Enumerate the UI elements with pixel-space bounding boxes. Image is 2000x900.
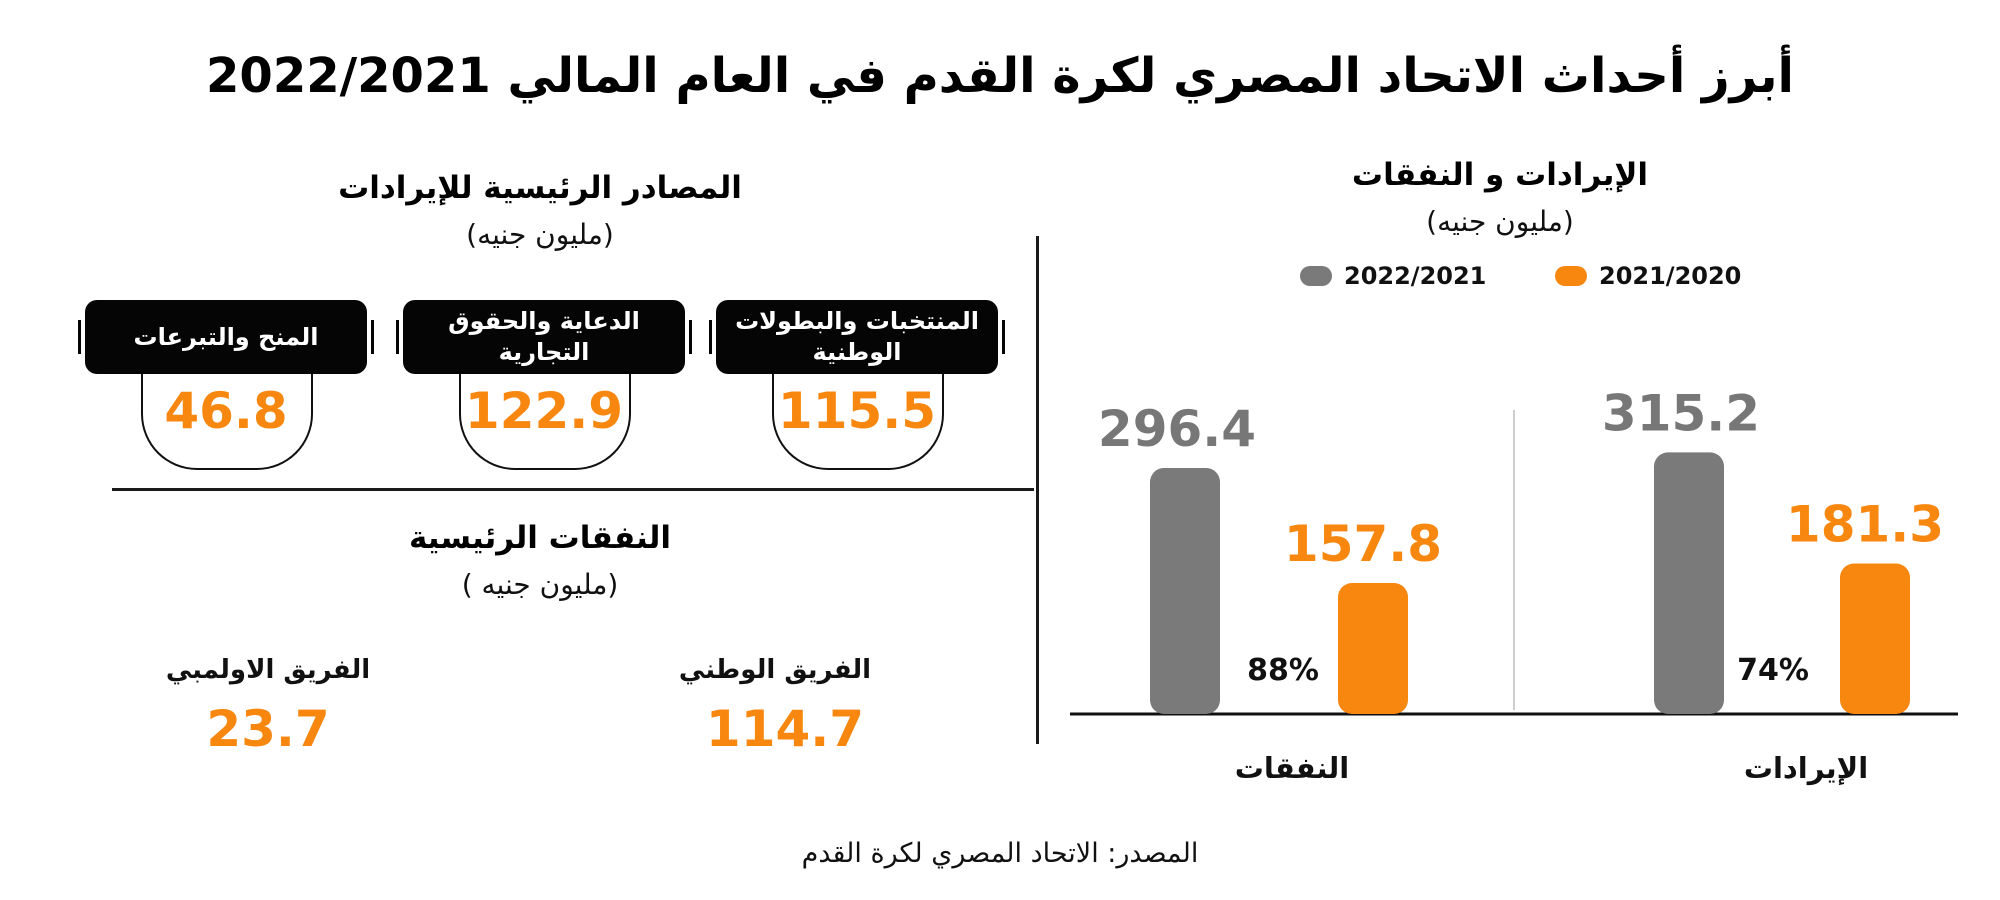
main-expenses-title: النفقات الرئيسية [409,520,671,556]
section-divider-horizontal [112,488,1034,491]
trophy-cup-icon [459,356,631,470]
expense-label-olympic-team: الفريق الاولمبي [165,655,371,685]
revenue-card-value: 122.9 [464,382,624,440]
percent-annotation: 74% [1737,653,1809,688]
revenue-card-label: المنح والتبرعات [78,300,374,374]
bar-value-label: 296.4 [1098,400,1256,458]
trophy-cup-icon [141,356,313,470]
revenue-card-label: المنتخبات والبطولات الوطنية [709,300,1005,374]
bar-value-label: 181.3 [1786,496,1944,554]
bar-gray-0 [1654,452,1724,714]
category-label: الإيرادات [1744,751,1868,785]
revenue-card-national-teams: المنتخبات والبطولات الوطنية 115.5 [709,300,1005,500]
revenue-card-value: 46.8 [164,382,288,440]
bar-value-label: 157.8 [1284,515,1442,573]
expense-value-olympic-team: 23.7 [206,700,330,758]
source-note: المصدر: الاتحاد المصري لكرة القدم [801,838,1199,869]
section-divider-vertical [1036,236,1039,744]
main-expenses-unit: (مليون جنيه ) [461,568,619,601]
revenue-card-value: 115.5 [777,382,937,440]
legend-item-2021-2020: 2021/2020 [1555,262,1741,290]
revenue-card-label: الدعاية والحقوق التجارية [396,300,692,374]
category-label: النفقات [1235,751,1349,785]
trophy-cup-icon [772,356,944,470]
bar-orange-0 [1840,563,1910,714]
legend-swatch-gray [1300,266,1332,286]
bar-value-label: 315.2 [1602,384,1760,442]
percent-annotation: 88% [1247,653,1319,688]
revenue-expenses-chart: 315.2 181.3 74% الإيرادات 296.4 157.8 88% النفق… [1070,384,1958,785]
legend-label: 2021/2020 [1599,262,1742,290]
page-title: أبرز أحداث الاتحاد المصري لكرة القدم في … [206,48,1794,104]
revenue-card-advertising: الدعاية والحقوق التجارية 122.9 [396,300,692,500]
bar-gray-1 [1150,467,1220,714]
chart-subtitle: (مليون جنيه) [1426,205,1574,238]
bar-orange-1 [1338,583,1408,714]
revenue-sources-title: المصادر الرئيسية للإيرادات [338,170,742,206]
legend-label: 2022/2021 [1344,262,1487,290]
revenue-card-grants: المنح والتبرعات 46.8 [78,300,374,500]
chart-title: الإيرادات و النفقات [1351,157,1649,193]
legend-item-2022-2021: 2022/2021 [1300,262,1486,290]
expense-label-national-team: الفريق الوطني [678,655,872,685]
revenue-sources-unit: (مليون جنيه) [466,218,614,251]
expense-value-national-team: 114.7 [705,700,865,758]
legend-swatch-orange [1555,266,1587,286]
